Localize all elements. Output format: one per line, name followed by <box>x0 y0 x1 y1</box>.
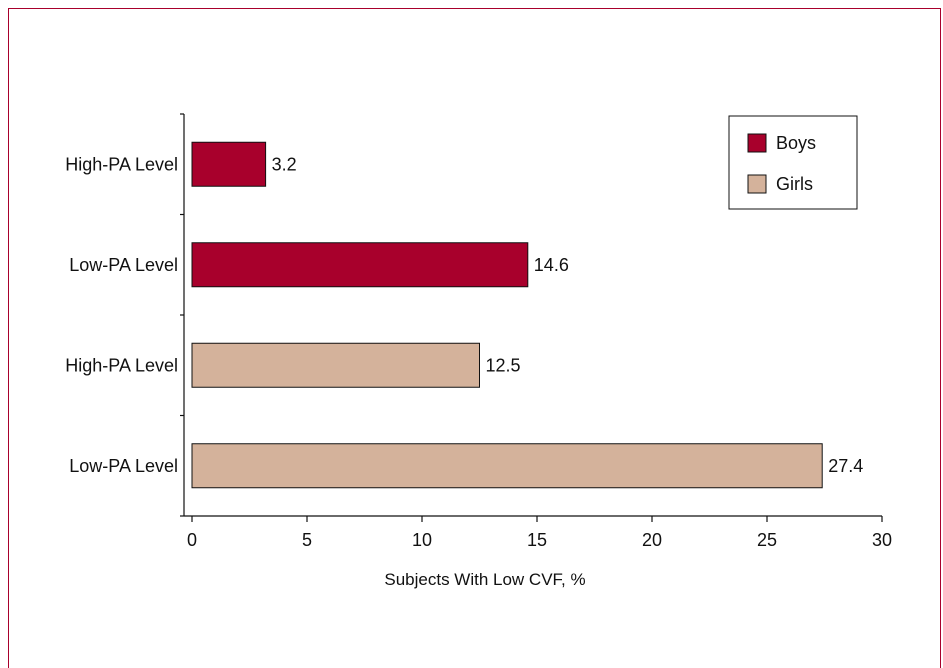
bar-value-label: 3.2 <box>272 154 297 174</box>
x-axis: 0 5 10 15 20 25 30 <box>184 515 892 550</box>
bar <box>191 242 529 288</box>
x-tick-label: 0 <box>187 530 197 550</box>
category-labels: High-PA Level Low-PA Level High-PA Level Lo… <box>65 154 178 476</box>
x-tick-label: 20 <box>642 530 662 550</box>
x-tick-label: 15 <box>527 530 547 550</box>
category-label: Low-PA Level <box>69 255 178 275</box>
category-label: Low-PA Level <box>69 456 178 476</box>
bar-chart: 0 5 10 15 20 25 30 3.2 14.6 12.5 27.4 High-PA Lev… <box>65 113 892 589</box>
bar <box>191 342 480 388</box>
figure-frame <box>8 8 941 668</box>
legend-swatch <box>747 174 767 194</box>
category-label: High-PA Level <box>65 355 178 375</box>
legend-label: Girls <box>776 174 813 194</box>
category-label: High-PA Level <box>65 154 178 174</box>
y-axis <box>180 113 185 517</box>
bar <box>191 443 823 489</box>
x-tick-label: 25 <box>757 530 777 550</box>
x-tick-label: 5 <box>302 530 312 550</box>
x-tick-label: 10 <box>412 530 432 550</box>
bar-value-label: 14.6 <box>534 255 569 275</box>
bar-value-label: 12.5 <box>486 355 521 375</box>
bar-value-label: 27.4 <box>828 456 863 476</box>
legend-swatch <box>747 133 767 153</box>
legend-box <box>728 115 858 210</box>
bar <box>191 141 267 187</box>
bars <box>191 141 823 489</box>
legend-label: Boys <box>776 133 816 153</box>
bar-value-labels: 3.2 14.6 12.5 27.4 <box>272 154 864 476</box>
legend: Boys Girls <box>728 115 858 210</box>
x-tick-label: 30 <box>872 530 892 550</box>
x-axis-label: Subjects With Low CVF, % <box>384 570 585 589</box>
